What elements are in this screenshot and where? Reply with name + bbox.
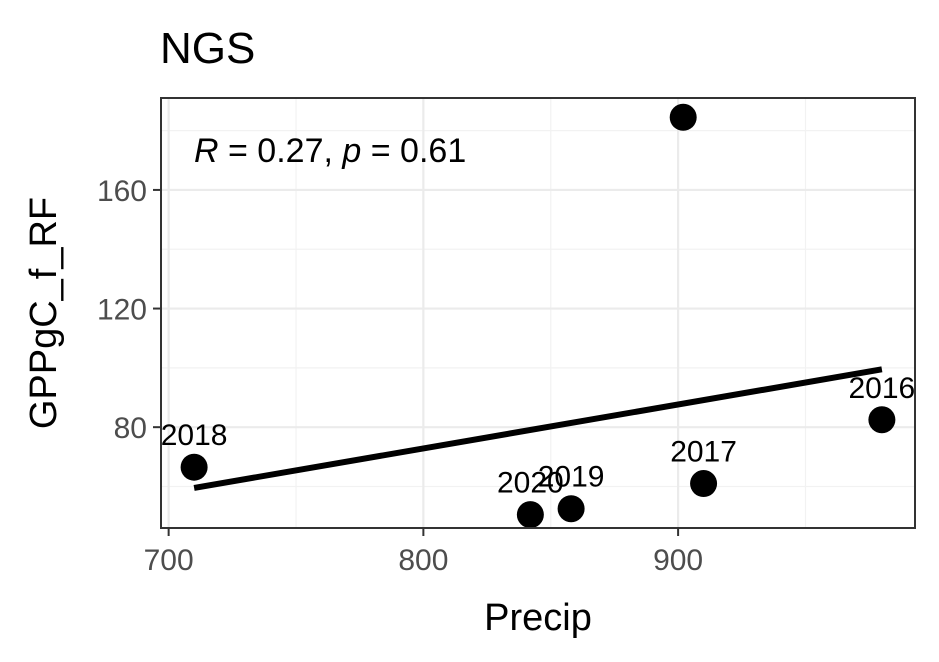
- p-symbol: p: [341, 132, 361, 170]
- y-tick-label: 160: [97, 175, 147, 208]
- regression-layer: [193, 366, 883, 491]
- major-gridlines: [161, 98, 915, 528]
- data-point: [669, 103, 697, 131]
- y-tick-label: 120: [97, 294, 147, 327]
- point-label: 2020: [497, 467, 564, 500]
- data-point: [690, 470, 718, 498]
- x-tick-label: 700: [144, 544, 194, 577]
- point-label: 2016: [849, 372, 916, 405]
- x-axis-ticks: 700 800 900: [144, 528, 703, 577]
- data-point: [516, 501, 544, 529]
- chart-title: NGS: [160, 24, 255, 73]
- data-point: [557, 495, 585, 523]
- p-value: = 0.61: [361, 132, 466, 170]
- y-axis-ticks: 80 120 160: [97, 175, 161, 445]
- r-value: = 0.27,: [219, 132, 343, 170]
- y-axis-label: GPPgC_f_RF: [23, 197, 65, 429]
- plot-panel-border: [160, 97, 916, 529]
- minor-gridlines: [161, 98, 915, 528]
- x-tick-label: 800: [398, 544, 448, 577]
- data-point: [868, 406, 896, 434]
- correlation-annotation: R = 0.27, p = 0.61: [194, 132, 466, 170]
- r-symbol: R: [194, 132, 219, 170]
- point-label: 2018: [161, 419, 228, 452]
- x-axis-label: Precip: [484, 597, 592, 639]
- point-label: 2017: [670, 436, 737, 469]
- points-layer: [180, 103, 896, 529]
- y-tick-label: 80: [114, 412, 147, 445]
- point-label: 2019: [538, 461, 605, 494]
- x-tick-label: 900: [653, 544, 703, 577]
- data-point: [180, 453, 208, 481]
- regression-line: [193, 366, 883, 491]
